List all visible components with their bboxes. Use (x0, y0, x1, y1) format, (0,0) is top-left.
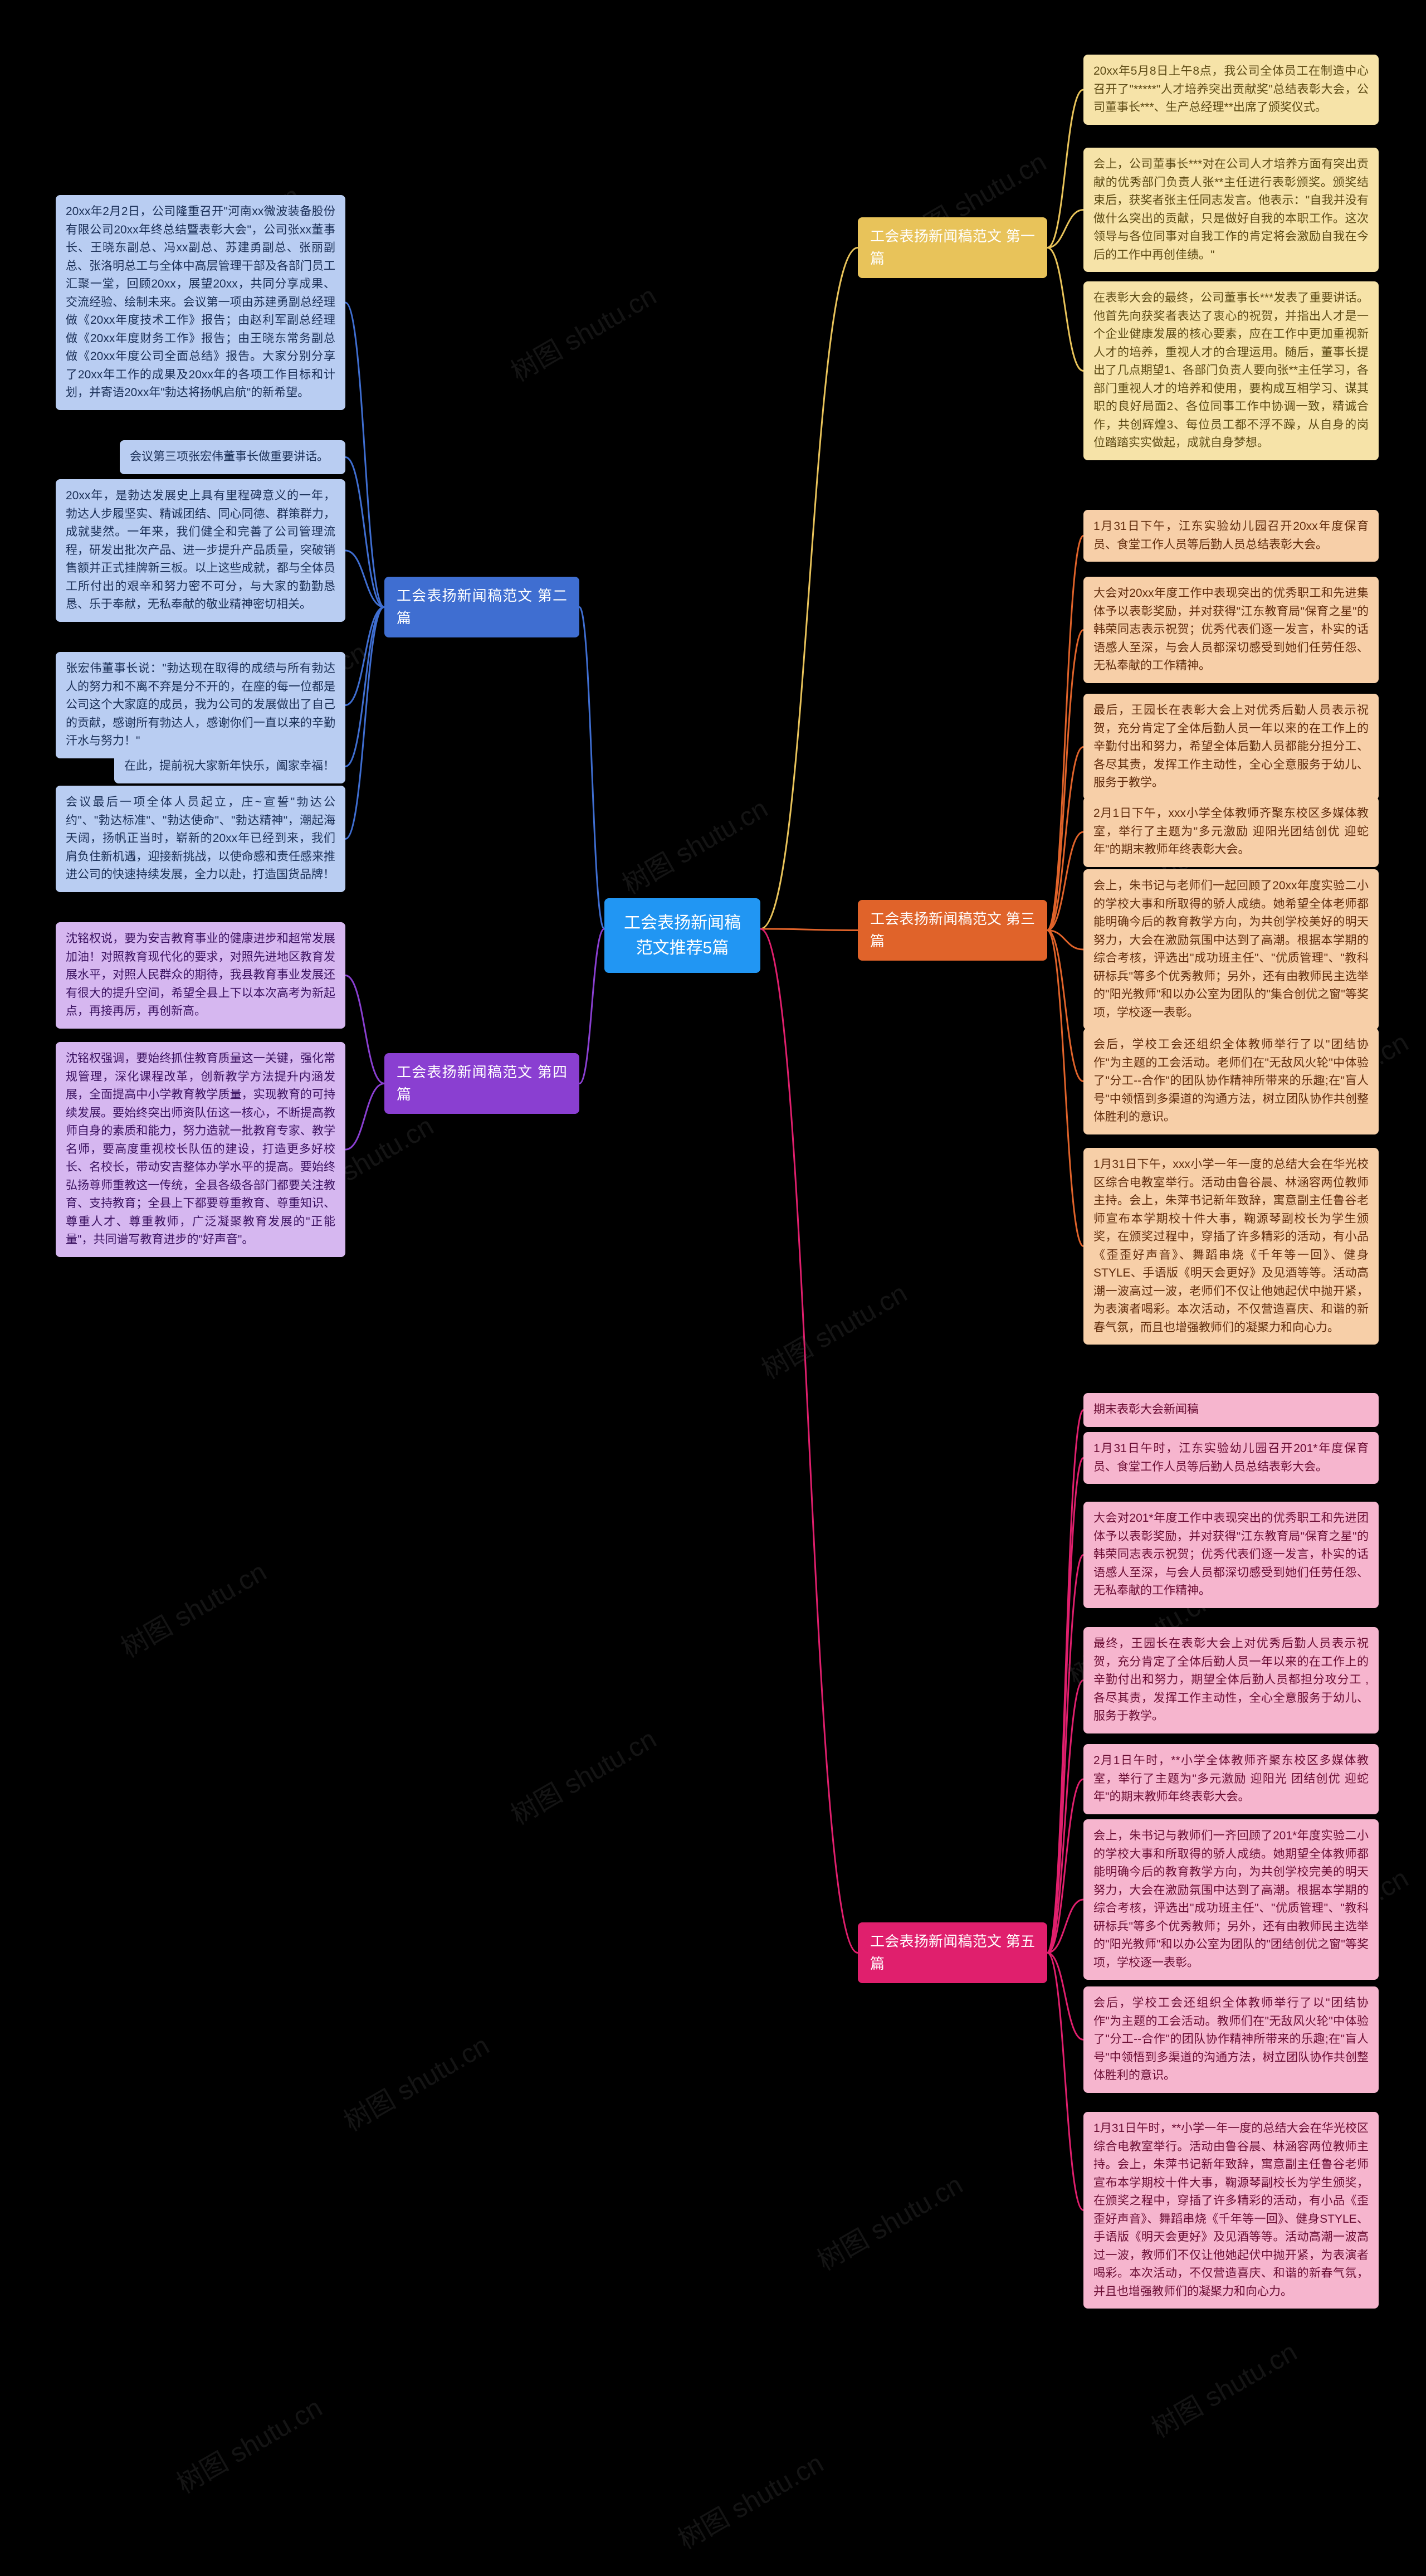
b5-leaf-0: 期末表彰大会新闻稿 (1083, 1393, 1379, 1427)
b1-leaf-2: 在表彰大会的最终，公司董事长***发表了重要讲话。他首先向获奖者表达了衷心的祝贺… (1083, 281, 1379, 460)
b3-leaf-4: 会上，朱书记与老师们一起回顾了20xx年度实验二小的学校大事和所取得的骄人成绩。… (1083, 869, 1379, 1030)
b2-leaf-3: 张宏伟董事长说："勃达现在取得的成绩与所有勃达人的努力和不离不弃是分不开的，在座… (56, 652, 345, 758)
watermark: 树图 shutu.cn (335, 2024, 495, 2139)
b1-leaf-0: 20xx年5月8日上午8点，我公司全体员工在制造中心召开了"*****"人才培养… (1083, 55, 1379, 125)
b5-leaf-3: 最终，王园长在表彰大会上对优秀后勤人员表示祝贺，充分肯定了全体后勤人员一年以来的… (1083, 1627, 1379, 1733)
b2-leaf-4: 在此，提前祝大家新年快乐，阖家幸福！ (114, 749, 345, 783)
b2-leaf-2: 20xx年，是勃达发展史上具有里程碑意义的一年，勃达人步履坚实、精诚团结、同心同… (56, 479, 345, 622)
b1-branch[interactable]: 工会表扬新闻稿范文 第一篇 (858, 217, 1047, 278)
b3-leaf-0: 1月31日下午，江东实验幼儿园召开20xx年度保育员、食堂工作人员等后勤人员总结… (1083, 510, 1379, 562)
b3-branch[interactable]: 工会表扬新闻稿范文 第三篇 (858, 900, 1047, 961)
b2-leaf-1: 会议第三项张宏伟董事长做重要讲话。 (120, 440, 345, 474)
watermark: 树图 shutu.cn (753, 1272, 913, 1386)
b3-leaf-5: 会后，学校工会还组织全体教师举行了以"团结协作"为主题的工会活动。老师们在"无敌… (1083, 1028, 1379, 1134)
b2-leaf-5: 会议最后一项全体人员起立，庄~宣誓"勃达公约"、"勃达标准"、"勃达使命"、"勃… (56, 786, 345, 892)
b5-leaf-5: 会上，朱书记与教师们一齐回顾了201*年度实验二小的学校大事和所取得的骄人成绩。… (1083, 1819, 1379, 1980)
b3-leaf-6: 1月31日下午，xxx小学一年一度的总结大会在华光校区综合电教室举行。活动由鲁谷… (1083, 1148, 1379, 1345)
b3-leaf-3: 2月1日下午，xxx小学全体教师齐聚东校区多媒体教室，举行了主题为"多元激励 迎… (1083, 797, 1379, 867)
watermark: 树图 shutu.cn (113, 1550, 272, 1665)
watermark: 树图 shutu.cn (168, 2386, 328, 2501)
watermark: 树图 shutu.cn (670, 2442, 829, 2556)
mindmap-canvas: 树图 shutu.cn 树图 shutu.cn 树图 shutu.cn 树图 shut… (0, 0, 1426, 2576)
watermark: 树图 shutu.cn (502, 274, 662, 389)
b3-leaf-2: 最后，王园长在表彰大会上对优秀后勤人员表示祝贺，充分肯定了全体后勤人员一年以来的… (1083, 694, 1379, 800)
watermark: 树图 shutu.cn (502, 1717, 662, 1832)
b3-leaf-1: 大会对20xx年度工作中表现突出的优秀职工和先进集体予以表彰奖励，并对获得"江东… (1083, 577, 1379, 683)
b1-leaf-1: 会上，公司董事长***对在公司人才培养方面有突出贡献的优秀部门负责人张**主任进… (1083, 148, 1379, 272)
watermark: 树图 shutu.cn (809, 2163, 969, 2278)
b5-leaf-1: 1月31日午时，江东实验幼儿园召开201*年度保育员、食堂工作人员等后勤人员总结… (1083, 1432, 1379, 1484)
b5-branch[interactable]: 工会表扬新闻稿范文 第五篇 (858, 1922, 1047, 1983)
b4-branch[interactable]: 工会表扬新闻稿范文 第四篇 (384, 1053, 579, 1114)
b4-leaf-1: 沈铭权强调，要始终抓住教育质量这一关键，强化常规管理，深化课程改革，创新教学方法… (56, 1042, 345, 1257)
b5-leaf-2: 大会对201*年度工作中表现突出的优秀职工和先进团体予以表彰奖励，并对获得"江东… (1083, 1502, 1379, 1608)
b5-leaf-4: 2月1日午时，**小学全体教师齐聚东校区多媒体教室，举行了主题为"多元激励 迎阳… (1083, 1744, 1379, 1814)
b2-leaf-0: 20xx年2月2日，公司隆重召开"河南xx微波装备股份有限公司20xx年终总结暨… (56, 195, 345, 410)
b5-leaf-7: 1月31日午时，**小学一年一度的总结大会在华光校区综合电教室举行。活动由鲁谷晨… (1083, 2112, 1379, 2309)
b4-leaf-0: 沈铭权说，要为安吉教育事业的健康进步和超常发展加油！对照教育现代化的要求，对照先… (56, 922, 345, 1029)
b5-leaf-6: 会后，学校工会还组织全体教师举行了以"团结协作"为主题的工会活动。教师们在"无敌… (1083, 1986, 1379, 2093)
b2-branch[interactable]: 工会表扬新闻稿范文 第二篇 (384, 577, 579, 637)
root-node[interactable]: 工会表扬新闻稿范文推荐5篇 (604, 898, 760, 973)
watermark: 树图 shutu.cn (614, 787, 774, 902)
watermark: 树图 shutu.cn (1143, 2330, 1303, 2445)
